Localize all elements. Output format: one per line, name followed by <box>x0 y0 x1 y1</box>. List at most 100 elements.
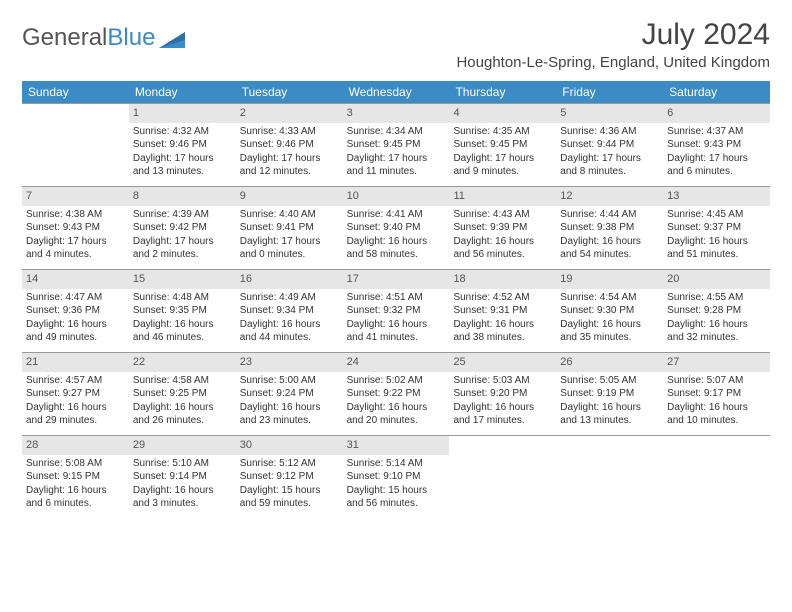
day-number: 15 <box>129 270 236 289</box>
sunset-line: Sunset: 9:36 PM <box>26 304 125 318</box>
sunrise-line: Sunrise: 5:05 AM <box>560 374 659 388</box>
day-number: 4 <box>449 104 556 123</box>
day-number: 2 <box>236 104 343 123</box>
sunrise-line: Sunrise: 5:08 AM <box>26 457 125 471</box>
day-cell: 11Sunrise: 4:43 AMSunset: 9:39 PMDayligh… <box>449 187 556 269</box>
sunset-line: Sunset: 9:34 PM <box>240 304 339 318</box>
sunrise-line: Sunrise: 5:02 AM <box>347 374 446 388</box>
sunset-line: Sunset: 9:43 PM <box>667 138 766 152</box>
sunrise-line: Sunrise: 4:38 AM <box>26 208 125 222</box>
sunrise-line: Sunrise: 4:37 AM <box>667 125 766 139</box>
week-row: 28Sunrise: 5:08 AMSunset: 9:15 PMDayligh… <box>22 435 770 518</box>
day-number: 11 <box>449 187 556 206</box>
day-cell <box>556 436 663 518</box>
day-cell: 7Sunrise: 4:38 AMSunset: 9:43 PMDaylight… <box>22 187 129 269</box>
week-row: 1Sunrise: 4:32 AMSunset: 9:46 PMDaylight… <box>22 103 770 186</box>
daylight-line: Daylight: 17 hours and 12 minutes. <box>240 152 339 179</box>
daylight-line: Daylight: 17 hours and 2 minutes. <box>133 235 232 262</box>
sunset-line: Sunset: 9:46 PM <box>133 138 232 152</box>
weeks-container: 1Sunrise: 4:32 AMSunset: 9:46 PMDaylight… <box>22 103 770 518</box>
sunrise-line: Sunrise: 4:58 AM <box>133 374 232 388</box>
daylight-line: Daylight: 17 hours and 6 minutes. <box>667 152 766 179</box>
daylight-line: Daylight: 17 hours and 13 minutes. <box>133 152 232 179</box>
day-number: 22 <box>129 353 236 372</box>
day-cell: 26Sunrise: 5:05 AMSunset: 9:19 PMDayligh… <box>556 353 663 435</box>
daylight-line: Daylight: 16 hours and 26 minutes. <box>133 401 232 428</box>
sunrise-line: Sunrise: 5:03 AM <box>453 374 552 388</box>
sunrise-line: Sunrise: 4:55 AM <box>667 291 766 305</box>
day-cell <box>663 436 770 518</box>
day-cell: 22 Sunrise: 4:58 AMSunset: 9:25 PMDayligh… <box>129 353 236 435</box>
day-cell: 18Sunrise: 4:52 AMSunset: 9:31 PMDayligh… <box>449 270 556 352</box>
day-cell: 17Sunrise: 4:51 AMSunset: 9:32 PMDayligh… <box>343 270 450 352</box>
brand-part2: Blue <box>107 24 155 52</box>
week-row: 7Sunrise: 4:38 AMSunset: 9:43 PMDaylight… <box>22 186 770 269</box>
sunrise-line: Sunrise: 4:45 AM <box>667 208 766 222</box>
dow-cell: Friday <box>556 81 663 103</box>
day-number: 5 <box>556 104 663 123</box>
sunset-line: Sunset: 9:31 PM <box>453 304 552 318</box>
day-number: 20 <box>663 270 770 289</box>
week-row: 21Sunrise: 4:57 AMSunset: 9:27 PMDayligh… <box>22 352 770 435</box>
day-number: 30 <box>236 436 343 455</box>
day-cell: 4Sunrise: 4:35 AMSunset: 9:45 PMDaylight… <box>449 104 556 186</box>
sunset-line: Sunset: 9:10 PM <box>347 470 446 484</box>
day-number: 14 <box>22 270 129 289</box>
day-cell: 6Sunrise: 4:37 AMSunset: 9:43 PMDaylight… <box>663 104 770 186</box>
sunset-line: Sunset: 9:12 PM <box>240 470 339 484</box>
daylight-line: Daylight: 16 hours and 17 minutes. <box>453 401 552 428</box>
day-number: 19 <box>556 270 663 289</box>
day-number: 3 <box>343 104 450 123</box>
sunrise-line: Sunrise: 5:12 AM <box>240 457 339 471</box>
day-number: 23 <box>236 353 343 372</box>
logo-triangle-icon <box>159 30 185 48</box>
sunset-line: Sunset: 9:38 PM <box>560 221 659 235</box>
day-number: 9 <box>236 187 343 206</box>
brand-logo: GeneralBlue <box>22 24 185 52</box>
daylight-line: Daylight: 16 hours and 32 minutes. <box>667 318 766 345</box>
sunset-line: Sunset: 9:25 PM <box>133 387 232 401</box>
daylight-line: Daylight: 17 hours and 11 minutes. <box>347 152 446 179</box>
daylight-line: Daylight: 16 hours and 6 minutes. <box>26 484 125 511</box>
sunset-line: Sunset: 9:35 PM <box>133 304 232 318</box>
day-cell: 3Sunrise: 4:34 AMSunset: 9:45 PMDaylight… <box>343 104 450 186</box>
day-cell: 15Sunrise: 4:48 AMSunset: 9:35 PMDayligh… <box>129 270 236 352</box>
sunrise-line: Sunrise: 4:57 AM <box>26 374 125 388</box>
sunrise-line: Sunrise: 4:36 AM <box>560 125 659 139</box>
daylight-line: Daylight: 16 hours and 41 minutes. <box>347 318 446 345</box>
daylight-line: Daylight: 16 hours and 23 minutes. <box>240 401 339 428</box>
day-cell: 30 Sunrise: 5:12 AMSunset: 9:12 PMDayligh… <box>236 436 343 518</box>
sunset-line: Sunset: 9:45 PM <box>347 138 446 152</box>
day-number: 21 <box>22 353 129 372</box>
day-number: 28 <box>22 436 129 455</box>
day-cell: 28 Sunrise: 5:08 AMSunset: 9:15 PMDayligh… <box>22 436 129 518</box>
sunrise-line: Sunrise: 5:00 AM <box>240 374 339 388</box>
dow-cell: Saturday <box>663 81 770 103</box>
day-cell: 10Sunrise: 4:41 AMSunset: 9:40 PMDayligh… <box>343 187 450 269</box>
day-cell: 1 Sunrise: 4:32 AMSunset: 9:46 PMDaylight… <box>129 104 236 186</box>
day-cell: 19Sunrise: 4:54 AMSunset: 9:30 PMDayligh… <box>556 270 663 352</box>
dow-cell: Monday <box>129 81 236 103</box>
location-label: Houghton-Le-Spring, England, United King… <box>456 54 770 71</box>
daylight-line: Daylight: 17 hours and 9 minutes. <box>453 152 552 179</box>
day-number: 24 <box>343 353 450 372</box>
daylight-line: Daylight: 15 hours and 59 minutes. <box>240 484 339 511</box>
brand-part1: General <box>22 24 107 52</box>
day-number: 1 <box>129 104 236 123</box>
sunrise-line: Sunrise: 4:47 AM <box>26 291 125 305</box>
sunset-line: Sunset: 9:17 PM <box>667 387 766 401</box>
sunset-line: Sunset: 9:15 PM <box>26 470 125 484</box>
day-cell: 2Sunrise: 4:33 AMSunset: 9:46 PMDaylight… <box>236 104 343 186</box>
dow-cell: Wednesday <box>343 81 450 103</box>
daylight-line: Daylight: 16 hours and 58 minutes. <box>347 235 446 262</box>
day-number: 12 <box>556 187 663 206</box>
sunset-line: Sunset: 9:24 PM <box>240 387 339 401</box>
sunrise-line: Sunrise: 5:10 AM <box>133 457 232 471</box>
sunrise-line: Sunrise: 5:07 AM <box>667 374 766 388</box>
sunset-line: Sunset: 9:43 PM <box>26 221 125 235</box>
sunset-line: Sunset: 9:28 PM <box>667 304 766 318</box>
sunrise-line: Sunrise: 4:32 AM <box>133 125 232 139</box>
day-cell: 24Sunrise: 5:02 AMSunset: 9:22 PMDayligh… <box>343 353 450 435</box>
days-of-week-header: SundayMondayTuesdayWednesdayThursdayFrid… <box>22 81 770 103</box>
sunrise-line: Sunrise: 4:43 AM <box>453 208 552 222</box>
